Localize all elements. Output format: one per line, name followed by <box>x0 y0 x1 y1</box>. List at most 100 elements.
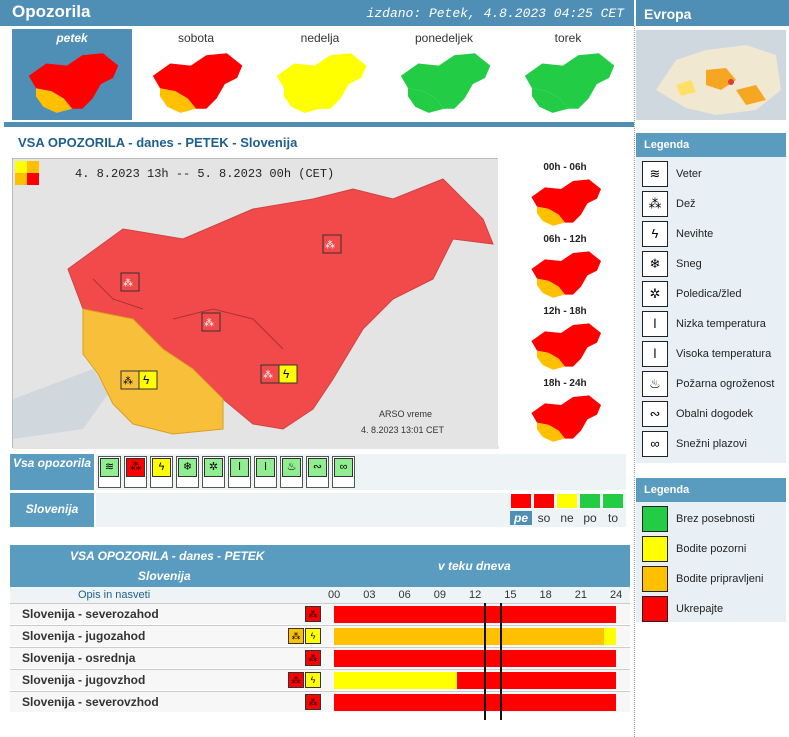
legend-item: ∾ Obalni dogodek <box>642 401 786 429</box>
period-map[interactable]: 18h - 24h <box>498 374 632 446</box>
legend-item: ǀ Nizka temperatura <box>642 311 786 339</box>
map-timestamp: 4. 8.2023 13:01 CET <box>361 425 445 435</box>
table-row[interactable]: Slovenija - jugovzhod ⁂ ϟ <box>10 669 630 690</box>
hour-tick: 18 <box>539 589 552 601</box>
table-row[interactable]: Slovenija - severovzhod ⁂ <box>10 691 630 712</box>
row-warning-icon: ⁂ <box>305 650 321 666</box>
legend-label: Bodite pozorni <box>676 543 747 555</box>
day-label: torek <box>554 31 582 45</box>
legend-item: ♨ Požarna ogroženost <box>642 371 786 399</box>
row-warning-icon: ⁂ <box>288 628 304 644</box>
low-temp-icon[interactable]: ǀ <box>228 456 251 488</box>
legend-item: ⁂ Dež <box>642 191 786 219</box>
period-map-thumbnail <box>498 173 632 232</box>
thunderstorm-icon[interactable]: ϟ <box>150 456 173 488</box>
ice-icon: ✲ <box>642 281 668 307</box>
snow-icon[interactable]: ❄ <box>176 456 199 488</box>
day-map-thumbnail <box>384 45 504 120</box>
icon-glyph: ∾ <box>308 458 327 477</box>
legend-item: ∞ Snežni plazovi <box>642 431 786 459</box>
svg-text:ϟ: ϟ <box>143 373 150 387</box>
day-map-thumbnail <box>508 45 628 120</box>
legend-label: Snežni plazovi <box>676 438 747 450</box>
table-header: VSA OPOZORILA - danes - PETEK Slovenija … <box>10 545 630 587</box>
day-tab-nedelja[interactable]: nedelja <box>260 29 380 120</box>
day-abbrev[interactable]: po <box>583 511 597 525</box>
period-label: 12h - 18h <box>543 306 587 317</box>
table-row[interactable]: Slovenija - jugozahod ⁂ ϟ <box>10 625 630 646</box>
day-abbrev[interactable]: so <box>537 511 551 525</box>
day-map-thumbnail <box>136 45 256 120</box>
day-tab-sobota[interactable]: sobota <box>136 29 256 120</box>
day-abbrev[interactable]: to <box>607 511 618 525</box>
period-map[interactable]: 12h - 18h <box>498 302 632 374</box>
hour-tick: 03 <box>363 589 376 601</box>
hour-tick: 00 <box>328 589 341 601</box>
region-name: Slovenija - osrednja <box>22 651 136 665</box>
snow-icon: ❄ <box>642 251 668 277</box>
table-row[interactable]: Slovenija - severozahod ⁂ <box>10 603 630 624</box>
day-color-cell[interactable] <box>579 493 601 509</box>
legend-item: ϟ Nevihte <box>642 221 786 249</box>
day-label: petek <box>56 31 88 45</box>
day-map-thumbnail <box>12 45 132 120</box>
icon-glyph: ❄ <box>178 458 197 477</box>
coastal-icon[interactable]: ∾ <box>306 456 329 488</box>
europe-link[interactable]: Evropa <box>636 0 789 26</box>
high-temp-icon[interactable]: ǀ <box>254 456 277 488</box>
period-map[interactable]: 06h - 12h <box>498 230 632 302</box>
issued-timestamp: izdano: Petek, 4.8.2023 04:25 CET <box>366 6 624 21</box>
day-abbrev[interactable]: pe <box>510 511 532 525</box>
hour-tick: 12 <box>469 589 482 601</box>
day-abbrev[interactable]: ne <box>560 511 574 525</box>
period-map-thumbnail <box>498 245 632 304</box>
day-color-cell[interactable] <box>556 493 578 509</box>
legend-label: Poledica/žled <box>676 288 742 300</box>
icon-glyph: ∞ <box>334 458 353 477</box>
wind-icon[interactable]: ≋ <box>98 456 121 488</box>
description-link[interactable]: Opis in nasveti <box>78 589 151 601</box>
slovenia-warning-map[interactable]: ⁂ ⁂ ⁂ ⁂ ϟ ⁂ ϟ 4. 8.2023 13h -- 5. 8.2023… <box>12 158 499 449</box>
day-color-cell[interactable] <box>510 493 532 509</box>
top-bar: Opozorila izdano: Petek, 4.8.2023 04:25 … <box>0 0 634 26</box>
region-name: Slovenija - severozahod <box>22 607 159 621</box>
map-time-range: 4. 8.2023 13h -- 5. 8.2023 00h (CET) <box>75 167 335 181</box>
hour-tick: 06 <box>398 589 411 601</box>
legend-label: Bodite pripravljeni <box>676 573 764 585</box>
ice-icon[interactable]: ✲ <box>202 456 225 488</box>
icon-glyph: ⁂ <box>126 458 145 477</box>
day-color-cell[interactable] <box>602 493 624 509</box>
hour-tick: 09 <box>433 589 446 601</box>
day-label: sobota <box>177 31 215 45</box>
legend-label: Nizka temperatura <box>676 318 766 330</box>
legend-color-item: Brez posebnosti <box>642 506 786 532</box>
rain-icon[interactable]: ⁂ <box>124 456 147 488</box>
icon-glyph: ǀ <box>256 458 275 477</box>
day-label: ponedeljek <box>414 31 474 45</box>
slovenia-day-summary: pe so ne po to <box>96 493 626 527</box>
fire-icon: ♨ <box>642 371 668 397</box>
region-name: Slovenija - jugovzhod <box>22 673 146 687</box>
legend-color-item: Ukrepajte <box>642 596 786 622</box>
avalanche-icon[interactable]: ∞ <box>332 456 355 488</box>
svg-text:⁂: ⁂ <box>325 240 335 251</box>
slovenia-map-svg: ⁂ ⁂ ⁂ ⁂ ϟ ⁂ ϟ <box>13 159 499 449</box>
day-color-cell[interactable] <box>533 493 555 509</box>
color-swatch <box>642 506 668 532</box>
avalanche-icon: ∞ <box>642 431 668 457</box>
region-name: Slovenija - jugozahod <box>22 629 146 643</box>
warning-bar-segment <box>334 694 616 711</box>
table-row[interactable]: Slovenija - osrednja ⁂ <box>10 647 630 668</box>
period-map[interactable]: 00h - 06h <box>498 158 632 230</box>
table-region: Slovenija <box>138 569 191 583</box>
day-tab-torek[interactable]: torek <box>508 29 628 120</box>
column-separator <box>634 26 635 737</box>
icon-glyph: ♨ <box>282 458 301 477</box>
day-tab-petek[interactable]: petek <box>12 29 132 120</box>
legend-label: Sneg <box>676 258 702 270</box>
legend-label: Ukrepajte <box>676 603 724 615</box>
warnings-heading: VSA OPOZORILA - danes - PETEK - Slovenij… <box>18 135 298 150</box>
fire-icon[interactable]: ♨ <box>280 456 303 488</box>
day-tab-ponedeljek[interactable]: ponedeljek <box>384 29 504 120</box>
europe-map-thumbnail[interactable] <box>636 30 786 120</box>
